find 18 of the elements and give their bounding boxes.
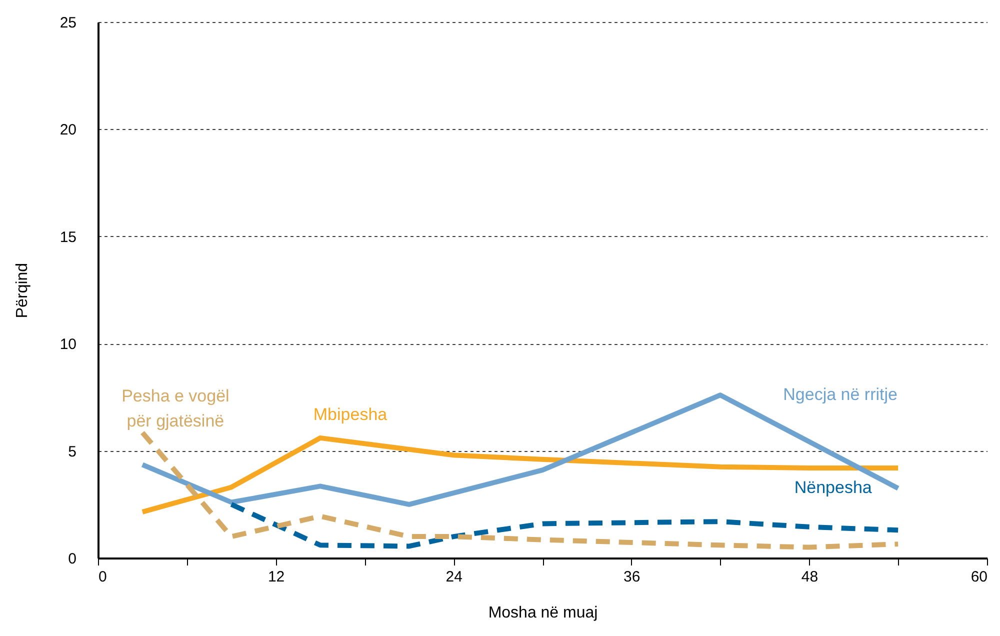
y-tick-label: 20 bbox=[60, 122, 76, 139]
y-tick-label: 25 bbox=[60, 14, 76, 32]
x-tick-label: 0 bbox=[98, 568, 107, 586]
y-tick-label: 15 bbox=[60, 228, 76, 246]
x-axis-title: Mosha në muaj bbox=[488, 604, 598, 622]
y-tick-label: 10 bbox=[60, 336, 76, 354]
x-tick-label: 12 bbox=[268, 568, 285, 586]
x-tick-label: 60 bbox=[970, 568, 988, 586]
y-axis-title: Përqind bbox=[14, 262, 31, 318]
y-tick-label: 0 bbox=[68, 550, 76, 568]
series-label: Pesha e vogël për gjatësinë bbox=[122, 386, 230, 431]
x-tick-label: 36 bbox=[624, 568, 640, 586]
y-tick-label: 5 bbox=[68, 443, 76, 460]
series-label: Mbipesha bbox=[313, 404, 388, 424]
series-label: Ngecja në rritje bbox=[783, 385, 898, 404]
x-tick-label: 48 bbox=[801, 568, 818, 586]
x-tick-label: 24 bbox=[446, 568, 462, 586]
series-label: Nënpesha bbox=[794, 478, 872, 498]
